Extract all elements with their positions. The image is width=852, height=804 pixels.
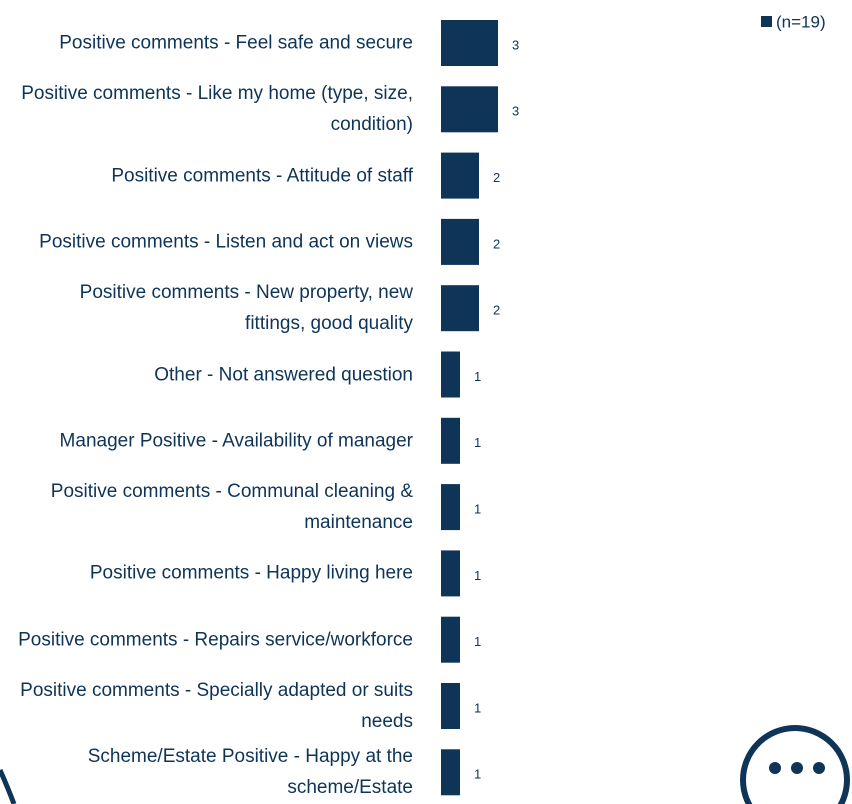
- category-label: Positive comments - Listen and act on vi…: [39, 231, 413, 253]
- category-label: Positive comments - Happy living here: [89, 562, 413, 584]
- category-label: Positive comments - Repairs service/work…: [18, 629, 413, 651]
- decoration-arc: [0, 768, 17, 804]
- bar: [441, 484, 460, 531]
- value-label: 1: [474, 767, 481, 782]
- legend-swatch: [761, 16, 772, 27]
- bar: [441, 218, 479, 265]
- bar: [441, 152, 479, 199]
- bar: [441, 86, 498, 133]
- category-label: Positive comments - Feel safe and secure: [59, 32, 413, 54]
- chat-dot[interactable]: [769, 762, 781, 774]
- value-label: 1: [474, 502, 481, 517]
- category-label: Positive comments - New property, new fi…: [79, 282, 413, 335]
- value-label: 1: [474, 369, 481, 384]
- value-label: 2: [493, 170, 500, 185]
- chat-icon[interactable]: [740, 725, 850, 804]
- bar: [441, 351, 460, 398]
- legend-label: (n=19): [776, 12, 826, 31]
- chat-dot[interactable]: [791, 762, 803, 774]
- bar: [441, 616, 460, 663]
- value-label: 1: [474, 568, 481, 583]
- value-label: 1: [474, 634, 481, 649]
- value-label: 1: [474, 700, 481, 715]
- bar: [441, 550, 460, 597]
- chat-dot[interactable]: [813, 762, 825, 774]
- bar: [441, 20, 498, 66]
- value-label: 3: [512, 104, 519, 119]
- value-label: 1: [474, 435, 481, 450]
- category-label: Positive comments - Attitude of staff: [111, 165, 413, 187]
- value-label: 3: [512, 37, 519, 52]
- bar: [441, 749, 460, 796]
- value-label: 2: [493, 236, 500, 251]
- bar: [441, 417, 460, 464]
- category-label: Manager Positive - Availability of manag…: [59, 430, 413, 452]
- value-label: 2: [493, 303, 500, 318]
- category-label: Scheme/Estate Positive - Happy at the sc…: [87, 746, 413, 799]
- category-label: Positive comments - Specially adapted or…: [20, 680, 413, 732]
- bar: [441, 683, 460, 729]
- category-label: Positive comments - Communal cleaning & …: [50, 481, 413, 534]
- category-label: Positive comments - Like my home (type, …: [21, 83, 413, 136]
- bar: [441, 285, 479, 332]
- category-label: Other - Not answered question: [154, 364, 413, 385]
